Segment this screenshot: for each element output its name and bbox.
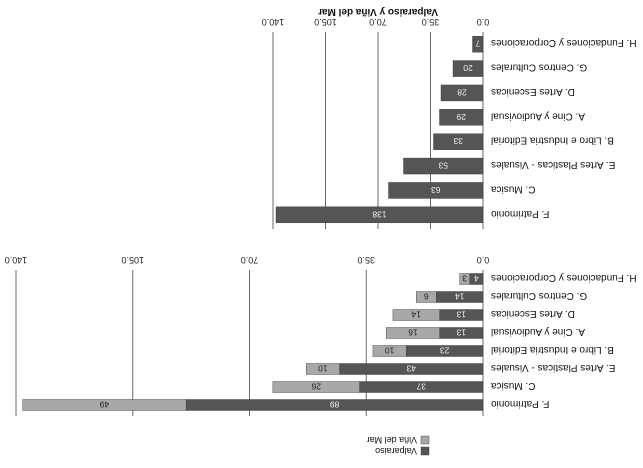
top-chart-data-label: 13: [456, 328, 466, 338]
bottom-chart-bar-total-a-cine-y-audiovisual: [439, 109, 484, 126]
top-chart-data-label: 37: [416, 382, 426, 392]
bottom-chart-category-label: A. Cine y Audiovisual: [491, 110, 585, 121]
bottom-chart-bar-total-b-libro-e-industria-editorial: [433, 133, 484, 150]
bottom-chart-data-label: 20: [463, 63, 473, 73]
top-chart-category-label: D. Artes Escenicas: [491, 308, 575, 319]
top-chart-x-tick-label: 70.0: [241, 255, 259, 265]
top-chart-data-label: 89: [330, 400, 340, 410]
top-chart-legend-swatch-vina-del-mar: [420, 435, 430, 445]
top-chart-category-label: A. Cine y Audiovisual: [491, 326, 585, 337]
bottom-chart-x-tick-label: 0.0: [477, 17, 490, 27]
top-chart-category-label: E. Artes Plasticas - Visuales: [491, 362, 615, 373]
top-chart-legend-label-vina-del-mar: Viña del Mar: [367, 435, 417, 445]
bottom-chart-data-label: 29: [456, 112, 466, 122]
top-chart-bar-vina-del-mar-g-centros-culturales: [416, 291, 437, 303]
top-chart-data-label: 49: [99, 400, 109, 410]
top-chart-data-label: 6: [424, 292, 429, 302]
top-chart-data-label: 43: [406, 364, 416, 374]
bottom-chart-category-label: E. Artes Plasticas - Visuales: [491, 159, 615, 170]
bottom-chart-data-label: 7: [475, 39, 480, 49]
bottom-chart-data-label: 53: [438, 161, 448, 171]
bottom-chart-data-label: 33: [453, 136, 463, 146]
bottom-chart-bar-total-c-musica: [388, 182, 484, 199]
top-chart-data-label: 14: [455, 292, 465, 302]
bottom-chart-x-tick-label: 105.0: [314, 17, 337, 27]
bottom-chart-x-tick-label: 70.0: [369, 17, 387, 27]
top-chart-data-label: 14: [411, 310, 421, 320]
top-chart-legend-swatch-valparaiso: [420, 446, 430, 456]
top-chart-bar-vina-del-mar-e-artes-plasticas-visuales: [306, 363, 340, 375]
top-chart-category-label: C. Musica: [491, 380, 536, 391]
top-chart-bar-vina-del-mar-d-artes-escenicas: [392, 309, 440, 321]
top-chart-x-tick-label: 140.0: [5, 255, 28, 265]
bottom-chart-data-label: 28: [457, 87, 467, 97]
bottom-chart-chart-title: Valparaiso y Viña del Mar: [318, 6, 438, 17]
top-chart-bar-vina-del-mar-c-musica: [272, 381, 360, 393]
bottom-chart-category-label: F. Patrimonio: [491, 208, 550, 219]
top-chart-x-tick-label: 35.0: [357, 255, 375, 265]
bottom-chart-category-label: B. Libro e Industria Editorial: [491, 135, 614, 146]
top-chart-bar-vina-del-mar-b-libro-e-industria-editorial: [372, 345, 407, 357]
top-chart-legend-label-valparaiso: Valparaiso: [375, 446, 417, 456]
bottom-chart-bar-total-d-artes-escenicas: [440, 84, 484, 102]
chart-combined-total: 0.0 35.0 70.0 105.0 140.0 F. Patrimonio 138 C. …: [262, 6, 637, 229]
bottom-chart-data-label: 63: [431, 185, 441, 195]
bottom-chart-x-tick-label: 35.0: [422, 17, 440, 27]
top-chart-data-label: 16: [408, 328, 418, 338]
top-chart-x-tick-label: 105.0: [121, 255, 144, 265]
bottom-chart-bar-total-e-artes-plasticas-visuales: [403, 157, 484, 175]
top-chart-category-label: F. Patrimonio: [491, 398, 550, 409]
top-chart-data-label: 4: [474, 274, 479, 284]
top-chart-bar-vina-del-mar-f-patrimonio: [22, 399, 187, 411]
bottom-chart-category-label: C. Musica: [491, 183, 536, 194]
top-chart-category-label: B. Libro e Industria Editorial: [491, 344, 614, 355]
bottom-chart-category-label: G. Centros Culturales: [491, 62, 587, 73]
bottom-chart-data-label: 138: [372, 209, 386, 219]
top-chart-bar-vina-del-mar-a-cine-y-audiovisual: [386, 327, 440, 339]
top-chart-bar-vina-del-mar-h-fundaciones-y-corporaciones: [459, 273, 470, 285]
top-chart-category-label: H. Fundaciones y Corporaciones: [491, 272, 637, 283]
top-chart-data-label: 23: [440, 346, 450, 356]
bottom-chart-x-tick-label: 140.0: [262, 17, 285, 27]
bottom-chart-category-label: H. Fundaciones y Corporaciones: [491, 37, 637, 48]
top-chart-data-label: 3: [462, 274, 467, 284]
top-chart-x-tick-label: 0.0: [477, 255, 490, 265]
bottom-chart-bar-total-h-fundaciones-y-corporaciones: [472, 35, 484, 53]
top-chart-data-label: 13: [456, 310, 466, 320]
top-chart-data-label: 10: [385, 346, 395, 356]
bottom-chart-category-label: D. Artes Escenicas: [491, 86, 575, 97]
bottom-chart-bar-total-g-centros-culturales: [452, 60, 484, 77]
bottom-chart-bar-total-f-patrimonio: [275, 206, 484, 224]
top-chart-data-label: 10: [318, 364, 328, 374]
top-chart-data-label: 26: [311, 382, 321, 392]
chart-stacked-by-commune: 0.0 35.0 70.0 105.0 140.0 F. Patrimonio 89 49 C.…: [5, 255, 637, 456]
top-chart-category-label: G. Centros Culturales: [491, 290, 587, 301]
